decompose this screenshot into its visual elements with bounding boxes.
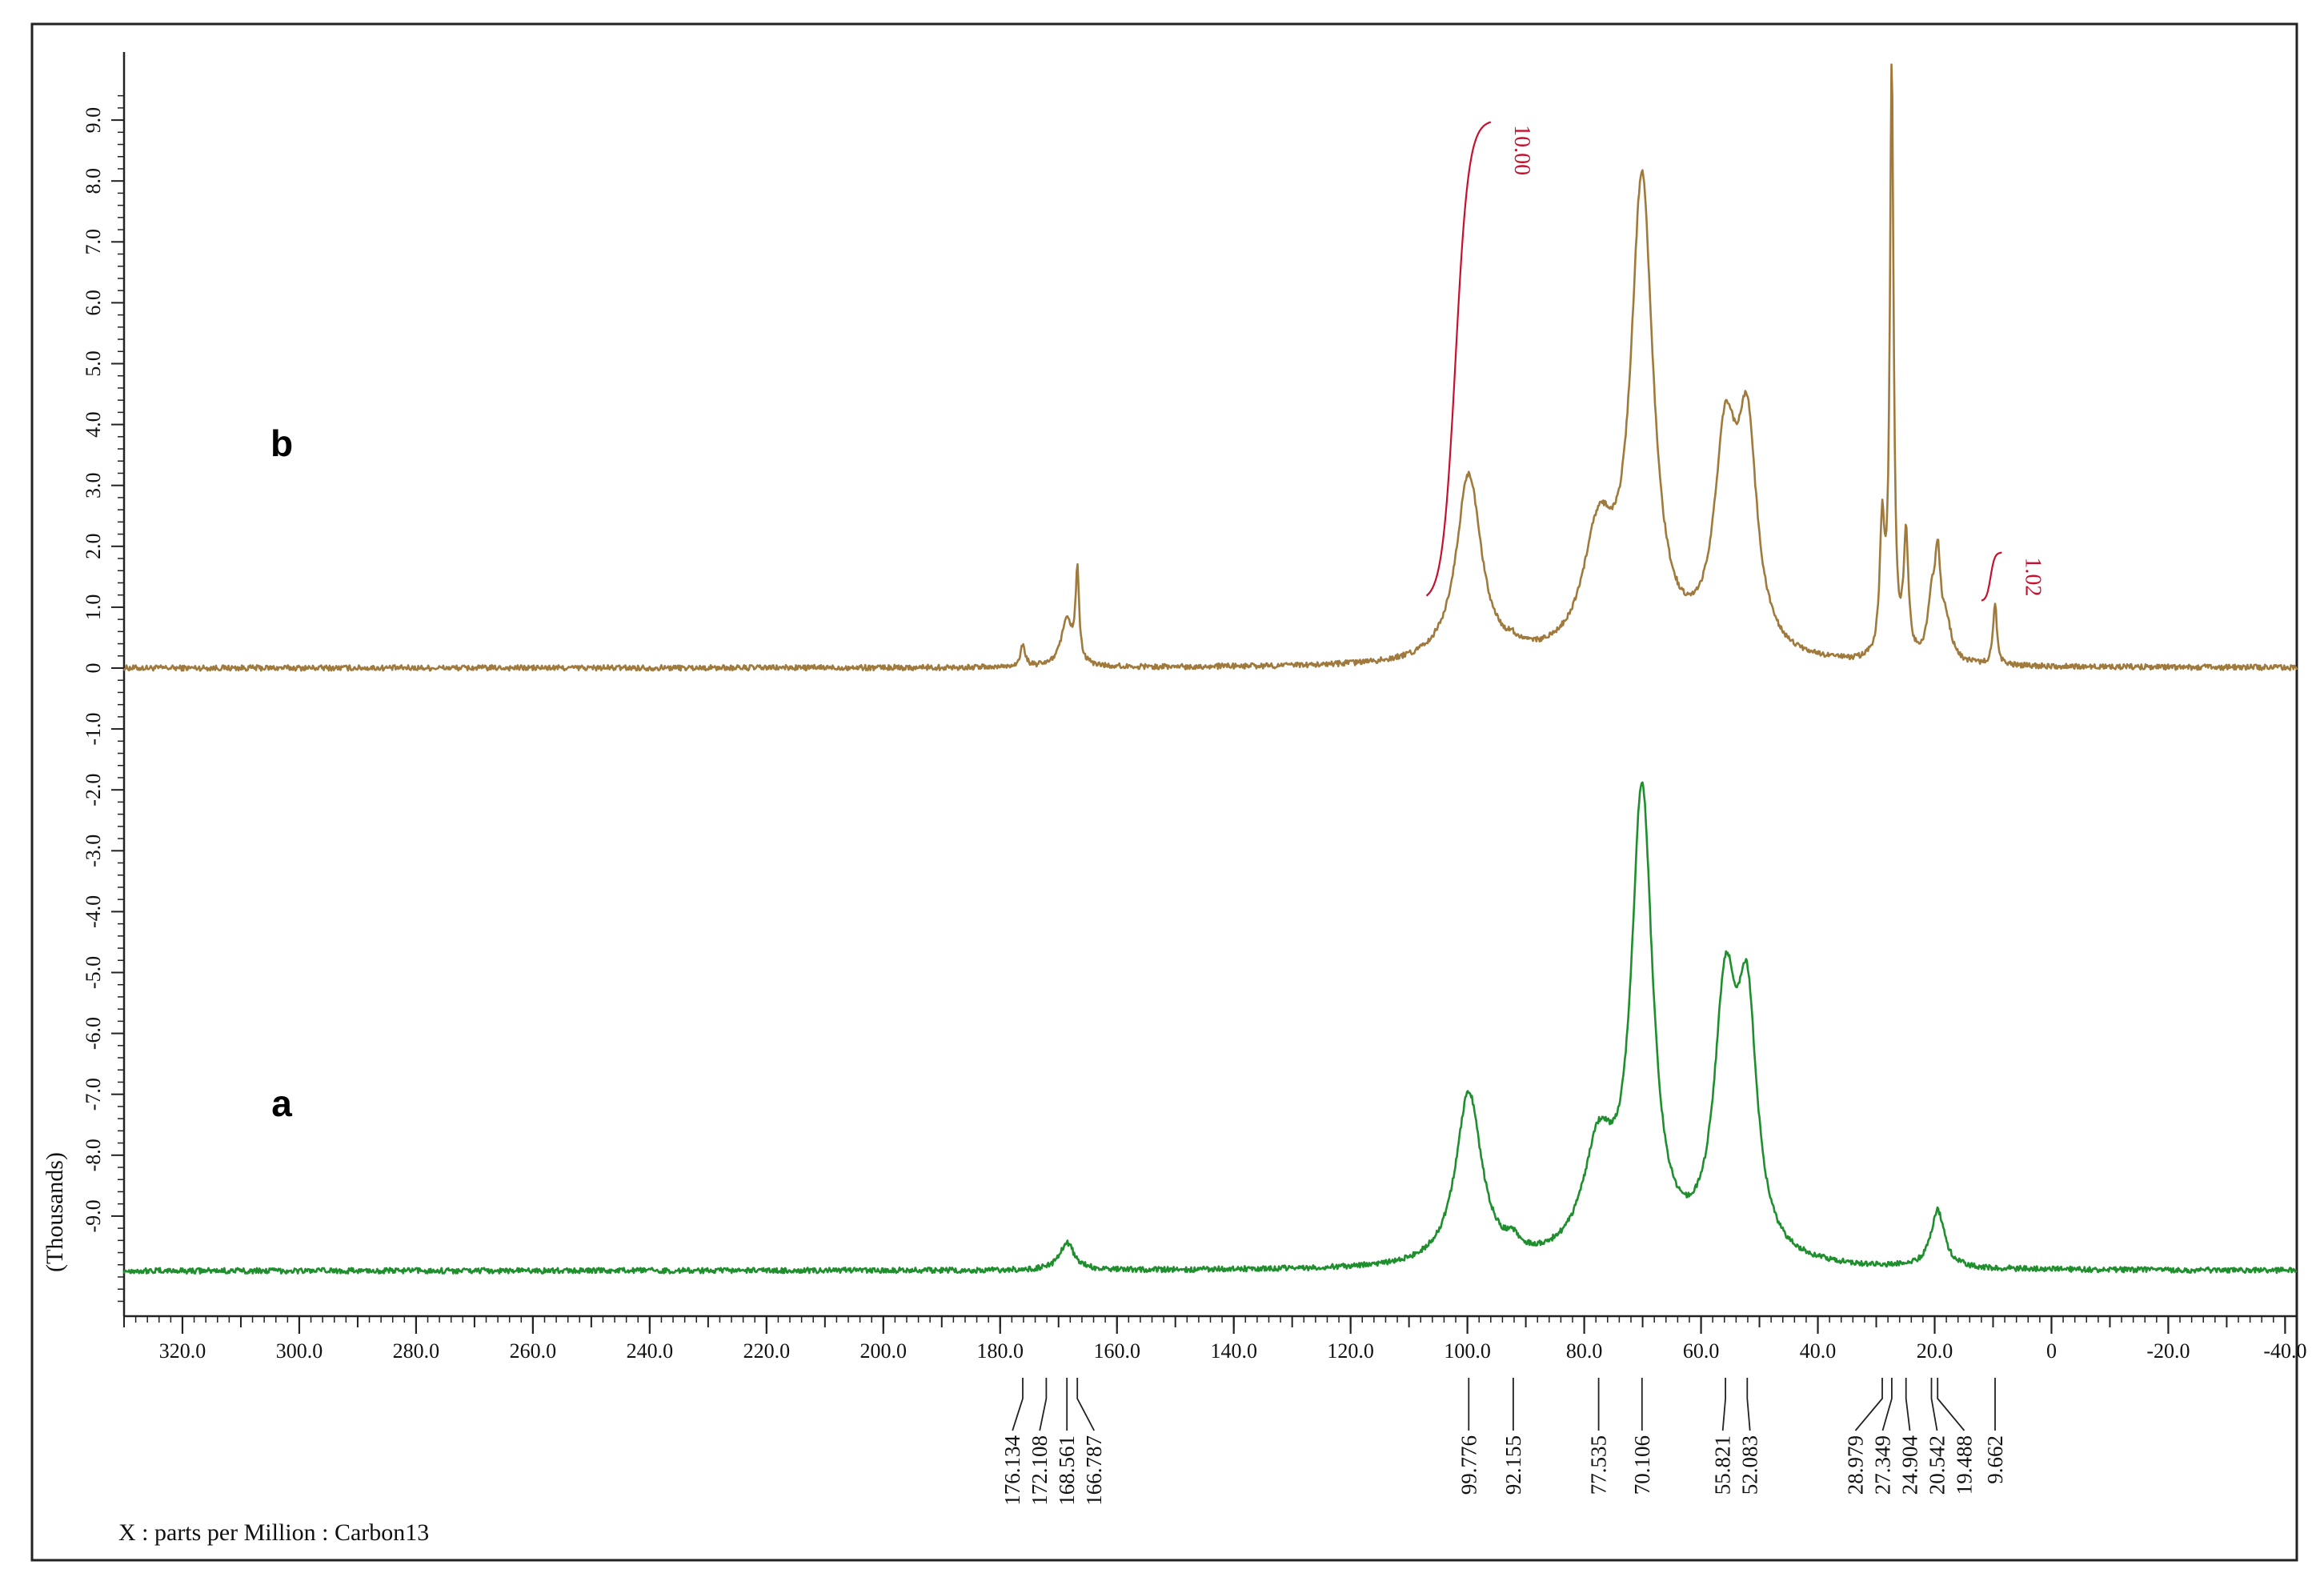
y-tick-label: 6.0 — [82, 290, 105, 316]
peak-label: 24.904 — [1898, 1435, 1922, 1495]
x-tick-label: 140.0 — [1210, 1339, 1257, 1363]
peak-label: 52.083 — [1738, 1435, 1762, 1495]
peak-leader-line — [1746, 1378, 1751, 1431]
peak-leader-line — [1039, 1378, 1048, 1431]
peak-leader-line — [1930, 1378, 1938, 1431]
integral-curve — [1981, 551, 2002, 602]
trace-label-a: a — [271, 1083, 292, 1124]
y-tick-label: 0 — [82, 663, 105, 674]
trace-label-b: b — [270, 422, 293, 464]
integral-layer: 10.00 1.02 — [1425, 121, 2045, 602]
peak-leader-line — [1076, 1378, 1095, 1431]
x-tick-label: 20.0 — [1917, 1339, 1953, 1363]
chart-frame — [30, 22, 2298, 1562]
x-axis: 320.0 300.0 280.0 260.0 240.0 220.0 200.0 180.0… — [123, 1315, 2306, 1363]
integral-curve — [1425, 121, 1492, 597]
peak-leader-line — [1937, 1378, 1965, 1431]
trace-label-layer: ba — [270, 422, 293, 1124]
peak-label: 77.535 — [1587, 1435, 1611, 1495]
x-tick-label: 120.0 — [1327, 1339, 1374, 1363]
x-tick-label: 260.0 — [510, 1339, 557, 1363]
y-tick-label: -4.0 — [82, 895, 105, 928]
x-tick-label: 220.0 — [743, 1339, 791, 1363]
y-tick-label: -2.0 — [82, 774, 105, 807]
x-tick-label: 80.0 — [1566, 1339, 1603, 1363]
peak-label: 28.979 — [1844, 1435, 1868, 1495]
peak-leader-line — [1721, 1378, 1726, 1431]
x-tick-label: 320.0 — [159, 1339, 206, 1363]
series-line-a — [122, 781, 2298, 1275]
y-axis-title: (Thousands) — [42, 1152, 68, 1272]
y-tick-label: 3.0 — [82, 472, 105, 498]
peak-label: 168.561 — [1055, 1435, 1079, 1506]
y-tick-label: 2.0 — [82, 534, 105, 560]
y-tick-label: 7.0 — [82, 229, 105, 255]
x-tick-label: 300.0 — [276, 1339, 323, 1363]
series-layer — [122, 63, 2298, 1275]
y-tick-label: -6.0 — [82, 1017, 105, 1050]
y-tick-label: 4.0 — [82, 411, 105, 438]
x-tick-label: 100.0 — [1444, 1339, 1491, 1363]
x-tick-label: 180.0 — [977, 1339, 1024, 1363]
y-tick-label: 9.0 — [82, 107, 105, 134]
peak-label: 55.821 — [1711, 1435, 1735, 1495]
x-tick-label: 280.0 — [393, 1339, 440, 1363]
peak-label: 172.108 — [1028, 1435, 1052, 1506]
x-tick-label: 0 — [2046, 1339, 2057, 1363]
x-tick-label: 200.0 — [860, 1339, 908, 1363]
peak-label: 20.542 — [1925, 1435, 1949, 1495]
y-tick-label: -9.0 — [82, 1199, 105, 1232]
peak-label: 99.776 — [1457, 1435, 1481, 1495]
x-tick-label: 240.0 — [627, 1339, 674, 1363]
peak-leader-line — [1905, 1378, 1911, 1431]
peak-leader-line — [1012, 1378, 1024, 1431]
x-tick-label: 40.0 — [1800, 1339, 1837, 1363]
series-line-b — [122, 63, 2298, 672]
peak-label: 166.787 — [1082, 1435, 1106, 1506]
peak-label: 70.106 — [1630, 1435, 1654, 1495]
integral-label: 1.02 — [2020, 557, 2045, 596]
x-axis-title: X : parts per Million : Carbon13 — [118, 1519, 429, 1546]
x-tick-label: 60.0 — [1683, 1339, 1720, 1363]
peak-leader-line — [1881, 1378, 1893, 1431]
peak-label: 9.662 — [1983, 1435, 2007, 1484]
x-tick-label: 160.0 — [1093, 1339, 1140, 1363]
y-tick-label: 5.0 — [82, 350, 105, 377]
peak-label-layer: 176.134 172.108 168.561 166.787 99.776 92.155… — [1000, 1378, 2007, 1506]
y-tick-label: 1.0 — [82, 594, 105, 621]
y-tick-label: -3.0 — [82, 835, 105, 867]
y-tick-label: -1.0 — [82, 713, 105, 746]
y-tick-label: 8.0 — [82, 168, 105, 194]
peak-label: 176.134 — [1000, 1435, 1024, 1506]
y-tick-label: -8.0 — [82, 1139, 105, 1171]
y-tick-label: -7.0 — [82, 1078, 105, 1111]
peak-label: 19.488 — [1953, 1435, 1977, 1495]
integral-label: 10.00 — [1509, 125, 1534, 175]
y-axis: 9.0 8.0 7.0 6.0 5.0 4.0 3.0 2.0 1.0 0 -1.0 -2.0 -3.0… — [82, 52, 126, 1316]
peak-label: 92.155 — [1501, 1435, 1525, 1495]
x-tick-label: -20.0 — [2146, 1339, 2190, 1363]
y-tick-label: -5.0 — [82, 956, 105, 989]
peak-label: 27.349 — [1871, 1435, 1895, 1495]
peak-leader-line — [1854, 1378, 1883, 1431]
x-tick-label: -40.0 — [2263, 1339, 2306, 1363]
